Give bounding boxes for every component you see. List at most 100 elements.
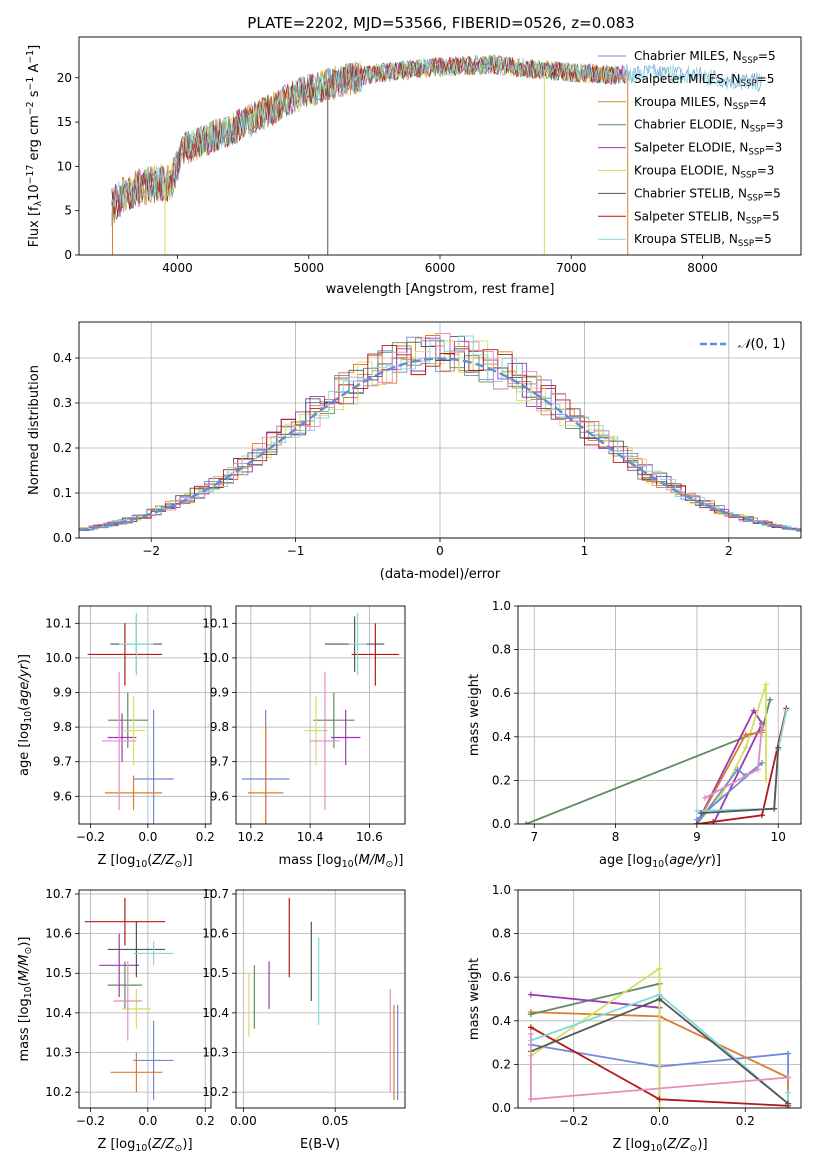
grid [236,890,405,1108]
axes-frame [235,605,406,825]
y-tick-label: 10.6 [45,927,72,941]
x-tick-label: 8000 [687,261,718,275]
x-tick-label: 5000 [293,261,324,275]
y-axis-label: mass weight [467,958,482,1040]
x-tick-label: 6000 [425,261,456,275]
weight-line [530,993,789,1106]
weight-marker [785,1089,792,1096]
series-line [111,55,762,213]
y-tick-label: 10.5 [45,966,72,980]
chart-age_vs_mass: 10.2 10.4 10.6 9.6 9.7 9.8 9.9 10.0 10.1 mass [lo… [202,605,406,870]
weight-marker [785,1074,792,1081]
weight-marker [775,744,782,751]
plot-area [527,965,792,1108]
x-tick-label: 10 [771,830,786,844]
weight-marker [771,805,778,812]
y-tick-label: 0.8 [492,927,511,941]
y-tick-label: 9.9 [210,686,229,700]
y-tick-label: 10.7 [45,887,72,901]
x-tick-label: 0.0 [138,830,157,844]
y-tick-label: 10.6 [202,927,229,941]
histogram-series [79,333,801,532]
x-tick-label: 0.2 [736,1114,755,1128]
legend-label: Chabrier STELIB, NSSP=5 [634,186,781,203]
legend-label: Kroupa STELIB, NSSP=5 [634,232,772,249]
plot-area [241,612,400,824]
y-tick-label: 10.1 [202,616,229,630]
x-axis-label: Z [log10(Z/Z⊙)] [612,1137,707,1154]
axes-frame [517,889,802,1109]
weight-marker [785,1050,792,1057]
chart-weight_vs_age: 7 8 9 10 0.0 0.2 0.4 0.6 0.8 1.0 age [log10(age/yr… [467,599,802,870]
y-tick-label: 1.0 [492,883,511,897]
x-tick-label: 0.2 [196,1114,215,1128]
legend-label: Salpeter STELIB, NSSP=5 [634,209,780,226]
y-tick-label: 10.3 [202,1046,229,1060]
x-tick-label: 9 [693,830,701,844]
y-axis-label: Normed distribution [27,365,42,495]
x-tick-label: 2 [725,544,733,558]
x-tick-label: 7000 [556,261,587,275]
x-tick-label: −1 [287,544,305,558]
y-tick-label: 0 [64,248,72,262]
figure-title: PLATE=2202, MJD=53566, FIBERID=0526, z=0… [247,14,634,32]
y-tick-label: 9.6 [53,789,72,803]
x-tick-label: 0.0 [650,1114,669,1128]
ticks: −0.2 0.0 0.2 0.0 0.2 0.4 0.6 0.8 1.0 [492,883,755,1128]
y-axis-label: mass [log10(M/M⊙)] [17,937,34,1062]
legend: Chabrier MILES, NSSP=5 Salpeter MILES, NS… [598,49,783,249]
x-axis-label: Z [log10(Z/Z⊙)] [97,1137,192,1154]
x-tick-label: 0 [436,544,444,558]
ticks: 7 8 9 10 0.0 0.2 0.4 0.6 0.8 1.0 [492,599,786,844]
weight-marker [656,996,663,1002]
ticks: 4000 5000 6000 7000 8000 0 5 10 15 20 [57,71,718,275]
chart-residuals: −2 −1 0 1 2 0.0 0.1 0.2 0.3 0.4 (data-model)/error… [27,321,802,582]
y-tick-label: 1.0 [492,599,511,613]
y-tick-label: 9.9 [53,686,72,700]
weight-marker [763,777,770,784]
x-tick-label: 0.2 [196,830,215,844]
chart-mass_vs_ebv: 0.00 0.05 10.2 10.3 10.4 10.5 10.6 10.7 E(B-V) [202,887,406,1152]
legend-label: 𝒩(0, 1) [738,337,785,352]
y-tick-label: 0.4 [492,730,511,744]
ticks: 10.2 10.4 10.6 9.6 9.7 9.8 9.9 10.0 10.1 [202,616,382,844]
y-tick-label: 0.0 [53,531,72,545]
plot-area [523,681,790,824]
x-tick-label: 7 [530,830,538,844]
x-tick-label: −0.2 [76,830,105,844]
weight-marker [785,1100,792,1107]
y-tick-label: 0.4 [492,1014,511,1028]
y-tick-label: 20 [57,71,72,85]
plot-area [248,897,399,1101]
ticks: −0.2 0.0 0.2 9.6 9.7 9.8 9.9 10.0 10.1 [45,616,215,844]
weight-marker [656,1105,663,1108]
x-tick-label: 10.6 [356,830,383,844]
y-tick-label: 15 [57,115,72,129]
weight-marker [758,812,765,819]
y-tick-label: 0.0 [492,817,511,831]
x-axis-label: mass [log10(M/M⊙)] [279,853,404,870]
y-tick-label: 10 [57,159,72,173]
y-tick-label: 9.7 [53,755,72,769]
legend-label: Kroupa MILES, NSSP=4 [634,95,767,112]
y-tick-label: 9.6 [210,789,229,803]
weight-marker [702,794,709,801]
y-tick-label: 0.6 [492,970,511,984]
y-tick-label: 5 [64,204,72,218]
y-tick-label: 10.4 [202,1006,229,1020]
weight-marker [527,1096,534,1103]
grid [79,606,211,824]
x-tick-label: −0.2 [76,1114,105,1128]
y-tick-label: 10.4 [45,1006,72,1020]
weight-marker [742,731,749,738]
y-tick-label: 0.0 [492,1101,511,1115]
x-tick-label: 10.4 [297,830,324,844]
chart-weight_vs_Z: −0.2 0.0 0.2 0.0 0.2 0.4 0.6 0.8 1.0 Z [log10(Z/Z… [467,883,802,1154]
y-tick-label: 0.2 [492,773,511,787]
ticks: −0.2 0.0 0.2 10.2 10.3 10.4 10.5 10.6 10.7 [45,887,215,1128]
y-tick-label: 0.2 [492,1057,511,1071]
chart-age_vs_Z: −0.2 0.0 0.2 9.6 9.7 9.8 9.9 10.0 10.1 Z [log10(Z… [17,605,215,870]
y-tick-label: 0.2 [53,441,72,455]
y-tick-label: 0.6 [492,686,511,700]
